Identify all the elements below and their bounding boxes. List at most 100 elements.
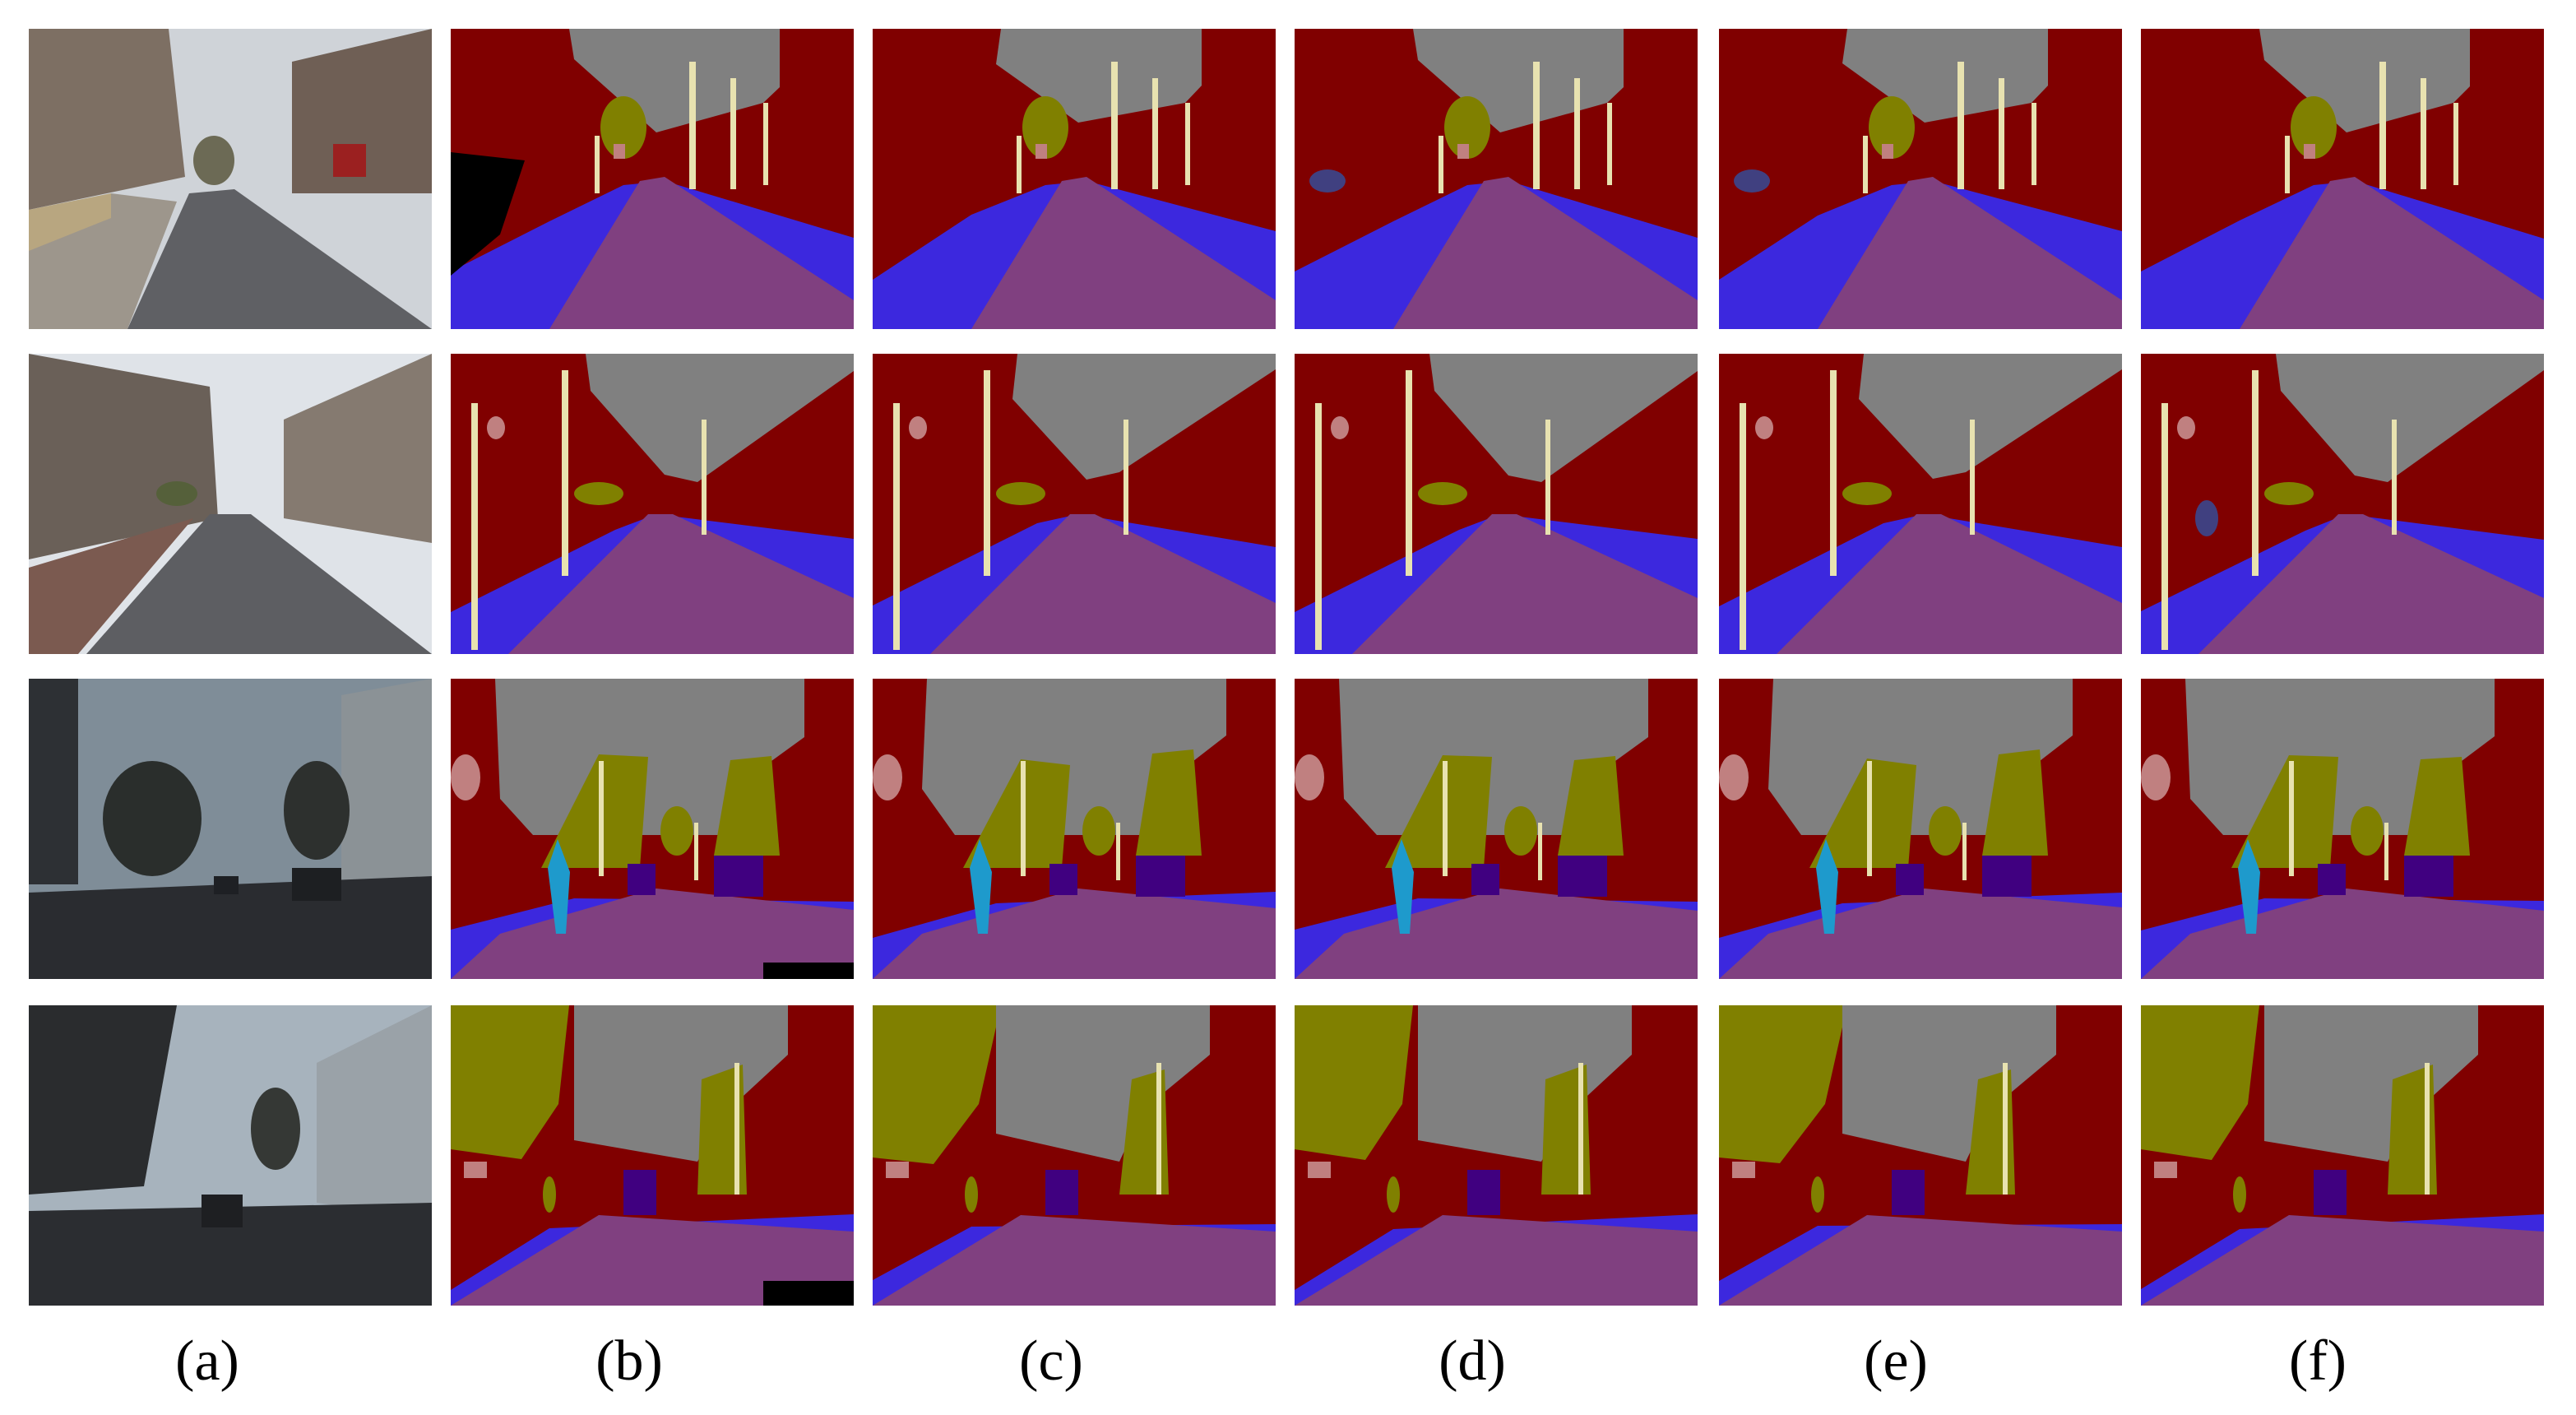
road-region	[2240, 177, 2544, 329]
segmentation-row-2-col-c	[873, 354, 1276, 654]
pole	[763, 103, 768, 185]
tree-region	[1444, 96, 1490, 159]
road	[29, 1203, 432, 1306]
pole	[2161, 403, 2168, 650]
building-facade	[284, 354, 432, 543]
segmentation-row-3-col-d	[1295, 679, 1698, 979]
pole	[1156, 1063, 1161, 1195]
pole	[1962, 823, 1967, 880]
tree-region	[2233, 1176, 2246, 1213]
sky-region	[586, 354, 854, 482]
car	[1982, 856, 2032, 897]
sign-symbol	[2304, 144, 2315, 159]
car	[292, 868, 341, 901]
road-region	[1818, 177, 2122, 329]
tree-region	[1982, 749, 2048, 856]
sign-symbol	[487, 416, 505, 439]
pole	[2285, 136, 2290, 193]
segmentation-row-1-col-b	[451, 29, 854, 329]
tree	[29, 1005, 177, 1195]
pole	[1124, 420, 1128, 535]
road-region	[451, 1215, 854, 1306]
segmentation-row-3-col-c	[873, 679, 1276, 979]
road	[29, 876, 432, 979]
car	[1049, 864, 1077, 895]
car	[714, 856, 763, 897]
pole	[694, 823, 698, 880]
segmentation-row-4-col-e	[1719, 1005, 2122, 1306]
pole	[689, 62, 696, 189]
pole	[2421, 78, 2426, 189]
tree-region	[1869, 96, 1915, 159]
segmentation-row-4-col-d	[1295, 1005, 1698, 1306]
sign-symbol	[2154, 1162, 2177, 1178]
tree-region	[1809, 759, 1916, 868]
pole	[1999, 78, 2004, 189]
road-region	[1352, 514, 1698, 654]
fence-region	[1734, 169, 1770, 193]
sky-region	[2276, 354, 2544, 482]
fence-region	[1309, 169, 1346, 193]
pole	[1533, 62, 1540, 189]
pole	[595, 136, 600, 193]
pole	[1574, 78, 1580, 189]
pole	[2289, 761, 2294, 876]
unlabelled-region	[763, 963, 854, 979]
tree-region	[2141, 1005, 2259, 1160]
road-region	[451, 888, 854, 979]
sign-symbol	[1719, 754, 1749, 800]
sign-symbol	[1755, 416, 1773, 439]
pole	[1863, 136, 1868, 193]
road-region	[873, 1215, 1276, 1306]
tree-region	[541, 754, 648, 868]
car	[2318, 864, 2346, 895]
car	[2314, 1170, 2347, 1215]
road-region	[873, 888, 1276, 979]
pole	[1152, 78, 1158, 189]
unlabelled-region	[763, 1281, 854, 1306]
unlabelled-region	[451, 152, 525, 276]
sky-region	[1413, 29, 1624, 132]
pedestrian	[1816, 839, 1838, 934]
car	[1136, 856, 1185, 897]
building-facade	[317, 1005, 432, 1219]
pole	[1538, 823, 1542, 880]
tree-region	[2264, 482, 2314, 505]
sign-symbol	[1308, 1162, 1331, 1178]
pole	[702, 420, 707, 535]
car	[1045, 1170, 1078, 1215]
sign-symbol	[1295, 754, 1324, 800]
tree-region	[2404, 757, 2470, 856]
road-region	[1719, 888, 2122, 979]
tree-region	[2231, 755, 2338, 868]
sign-symbol	[1882, 144, 1893, 159]
pole	[893, 403, 900, 650]
pedestrian	[1392, 839, 1414, 934]
tree	[156, 481, 197, 506]
road	[86, 514, 432, 654]
sky-region	[2264, 1005, 2478, 1162]
pole	[2453, 103, 2458, 185]
tree-region	[963, 759, 1070, 868]
tree-region	[1842, 482, 1892, 505]
segmentation-row-3-col-e	[1719, 679, 2122, 979]
tree-region	[600, 96, 646, 159]
tree-region	[574, 482, 623, 505]
pole	[1970, 420, 1975, 535]
sky-region	[574, 1005, 788, 1162]
sign-symbol	[1457, 144, 1469, 159]
pole	[1957, 62, 1964, 189]
tree-region	[1504, 806, 1537, 856]
segmentation-row-2-col-b	[451, 354, 854, 654]
shopfront	[333, 144, 366, 177]
photo-row-2	[29, 354, 432, 654]
road-region	[1777, 514, 2122, 654]
wall	[29, 193, 111, 251]
tree	[193, 136, 234, 185]
segmentation-row-3-col-f	[2141, 679, 2544, 979]
segmentation-row-1-col-c	[873, 29, 1276, 329]
road-region	[1719, 1215, 2122, 1306]
pole	[1545, 420, 1550, 535]
pole	[2252, 370, 2259, 576]
photo-row-4	[29, 1005, 432, 1306]
